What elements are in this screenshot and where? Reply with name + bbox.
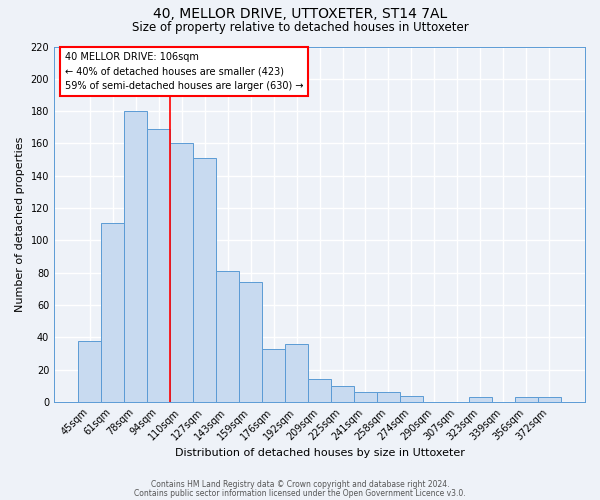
Bar xyxy=(216,271,239,402)
Bar xyxy=(400,396,423,402)
Bar xyxy=(377,392,400,402)
Bar xyxy=(308,380,331,402)
Text: 40 MELLOR DRIVE: 106sqm
← 40% of detached houses are smaller (423)
59% of semi-d: 40 MELLOR DRIVE: 106sqm ← 40% of detache… xyxy=(65,52,303,92)
Bar xyxy=(147,129,170,402)
Bar xyxy=(124,111,147,402)
Bar xyxy=(78,340,101,402)
Bar xyxy=(515,397,538,402)
Bar xyxy=(262,348,285,402)
Y-axis label: Number of detached properties: Number of detached properties xyxy=(15,136,25,312)
Bar xyxy=(538,397,561,402)
Bar xyxy=(239,282,262,402)
Bar xyxy=(193,158,216,402)
Bar xyxy=(331,386,354,402)
Bar xyxy=(101,222,124,402)
Bar xyxy=(469,397,492,402)
Bar xyxy=(170,144,193,402)
Bar xyxy=(285,344,308,402)
Bar xyxy=(354,392,377,402)
Text: 40, MELLOR DRIVE, UTTOXETER, ST14 7AL: 40, MELLOR DRIVE, UTTOXETER, ST14 7AL xyxy=(153,8,447,22)
Text: Size of property relative to detached houses in Uttoxeter: Size of property relative to detached ho… xyxy=(131,21,469,34)
X-axis label: Distribution of detached houses by size in Uttoxeter: Distribution of detached houses by size … xyxy=(175,448,464,458)
Text: Contains HM Land Registry data © Crown copyright and database right 2024.: Contains HM Land Registry data © Crown c… xyxy=(151,480,449,489)
Text: Contains public sector information licensed under the Open Government Licence v3: Contains public sector information licen… xyxy=(134,488,466,498)
